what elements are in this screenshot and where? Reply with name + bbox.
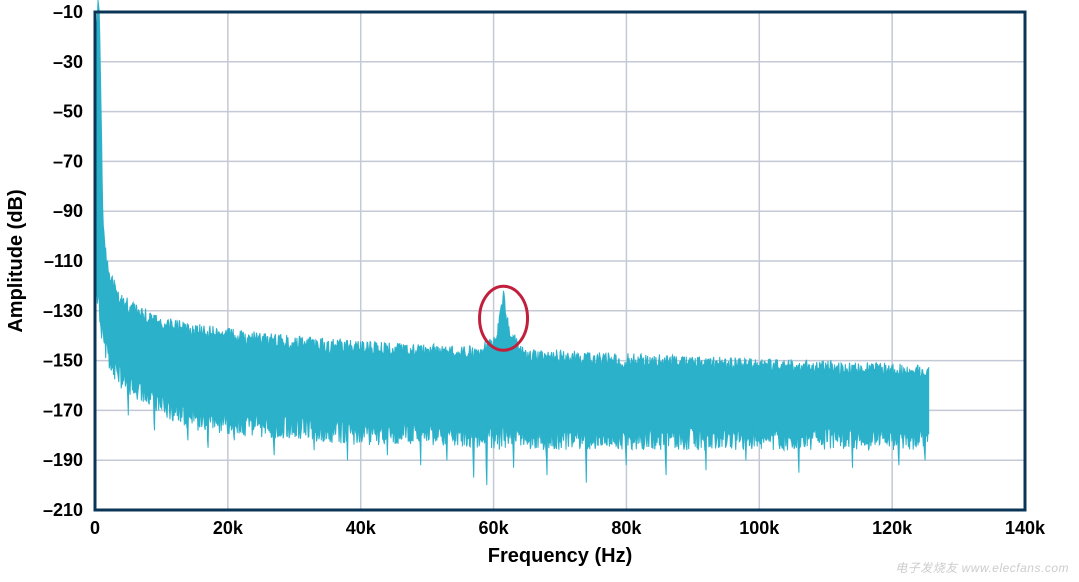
spectrum-chart: 0 20k 40k 60k 80k 100k 120k 140k –10 –30 –50 –70 –90… [0,0,1079,582]
x-tick-label: 20k [213,518,244,538]
y-tick-label: –10 [53,2,83,22]
y-tick-label: –170 [43,400,83,420]
x-tick-label: 40k [346,518,377,538]
y-tick-label: –130 [43,301,83,321]
y-tick-label: –150 [43,351,83,371]
y-tick-label: –50 [53,102,83,122]
y-tick-label: –210 [43,500,83,520]
y-tick-label: –90 [53,201,83,221]
y-tick-label: –70 [53,151,83,171]
watermark-text: 电子发烧友 www.elecfans.com [895,559,1069,576]
x-tick-label: 80k [611,518,642,538]
y-tick-label: –110 [44,251,83,271]
x-tick-label: 120k [872,518,913,538]
y-tick-label: –30 [53,52,83,72]
y-tick-label: –190 [43,450,83,470]
x-tick-label: 60k [479,518,510,538]
x-axis-label: Frequency (Hz) [488,545,632,567]
x-tick-label: 0 [90,518,100,538]
x-tick-label: 140k [1005,518,1046,538]
x-tick-label: 100k [739,518,780,538]
y-axis-label: Amplitude (dB) [5,189,27,332]
